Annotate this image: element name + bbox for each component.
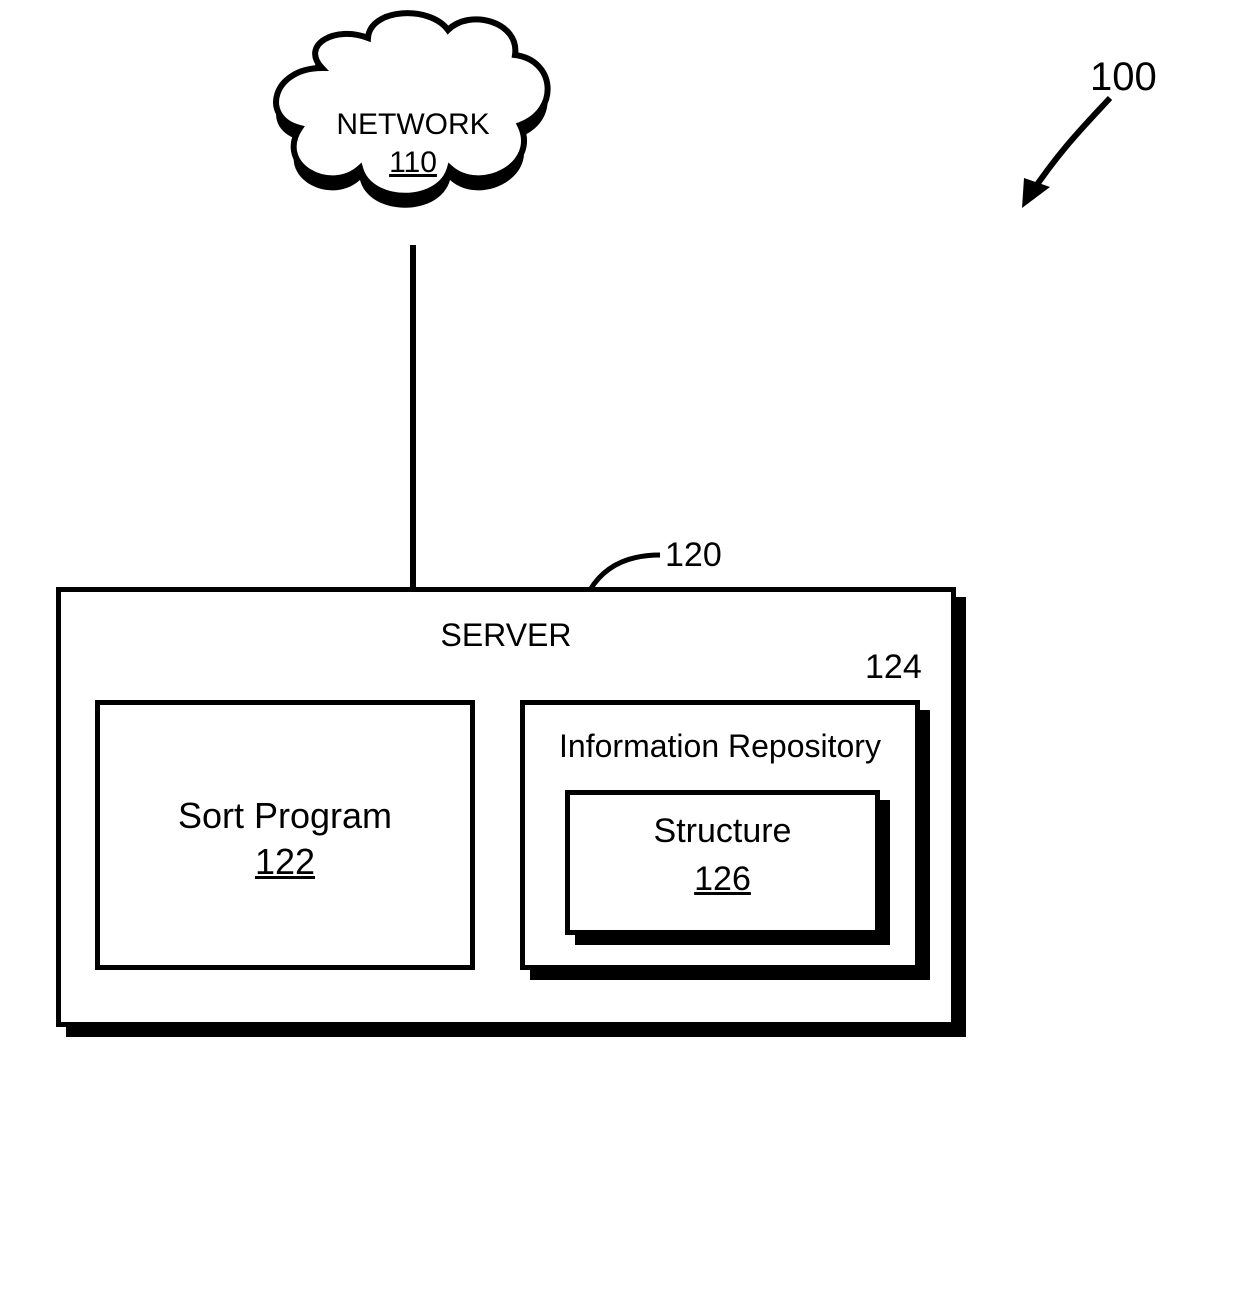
server-ref-leader (590, 555, 660, 590)
info-repo-label: Information Repository (520, 728, 920, 765)
network-ref: 110 (0, 146, 826, 180)
server-ref-label: 120 (665, 536, 722, 575)
sort-program-ref: 122 (95, 841, 475, 883)
structure-ref: 126 (565, 860, 880, 899)
network-label: NETWORK (0, 108, 826, 142)
cloud-to-server-connector (410, 245, 416, 587)
server-label: SERVER (56, 617, 956, 654)
sort-program-label: Sort Program (95, 795, 475, 837)
info-repo-ref-label: 124 (865, 648, 922, 687)
structure-label: Structure (565, 812, 880, 851)
figure-ref-arrow (1022, 98, 1110, 208)
figure-ref-label: 100 (1090, 55, 1157, 100)
